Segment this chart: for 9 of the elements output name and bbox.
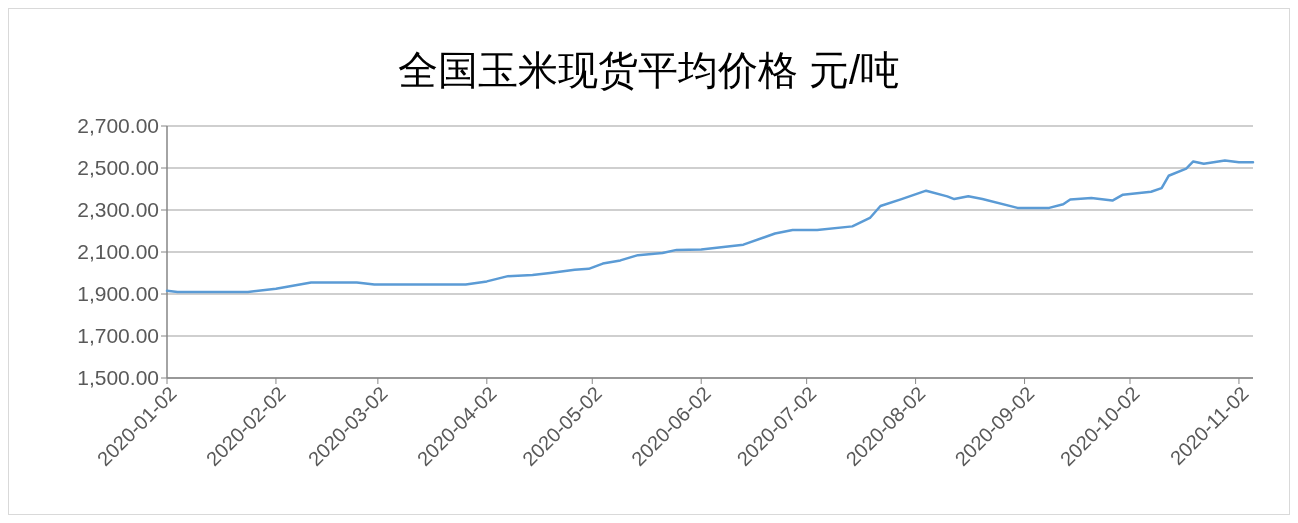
y-tick-label: 2,700.00: [77, 114, 159, 138]
chart-title: 全国玉米现货平均价格 元/吨: [397, 48, 901, 92]
y-tick-label: 2,500.00: [77, 156, 159, 180]
line-series: [165, 159, 1255, 294]
y-tick-label: 1,900.00: [77, 282, 159, 306]
y-tick-label: 2,100.00: [77, 240, 159, 264]
y-tick-label: 1,700.00: [77, 324, 159, 348]
y-tick-label: 1,500.00: [77, 366, 159, 390]
y-tick-label: 2,300.00: [77, 198, 159, 222]
